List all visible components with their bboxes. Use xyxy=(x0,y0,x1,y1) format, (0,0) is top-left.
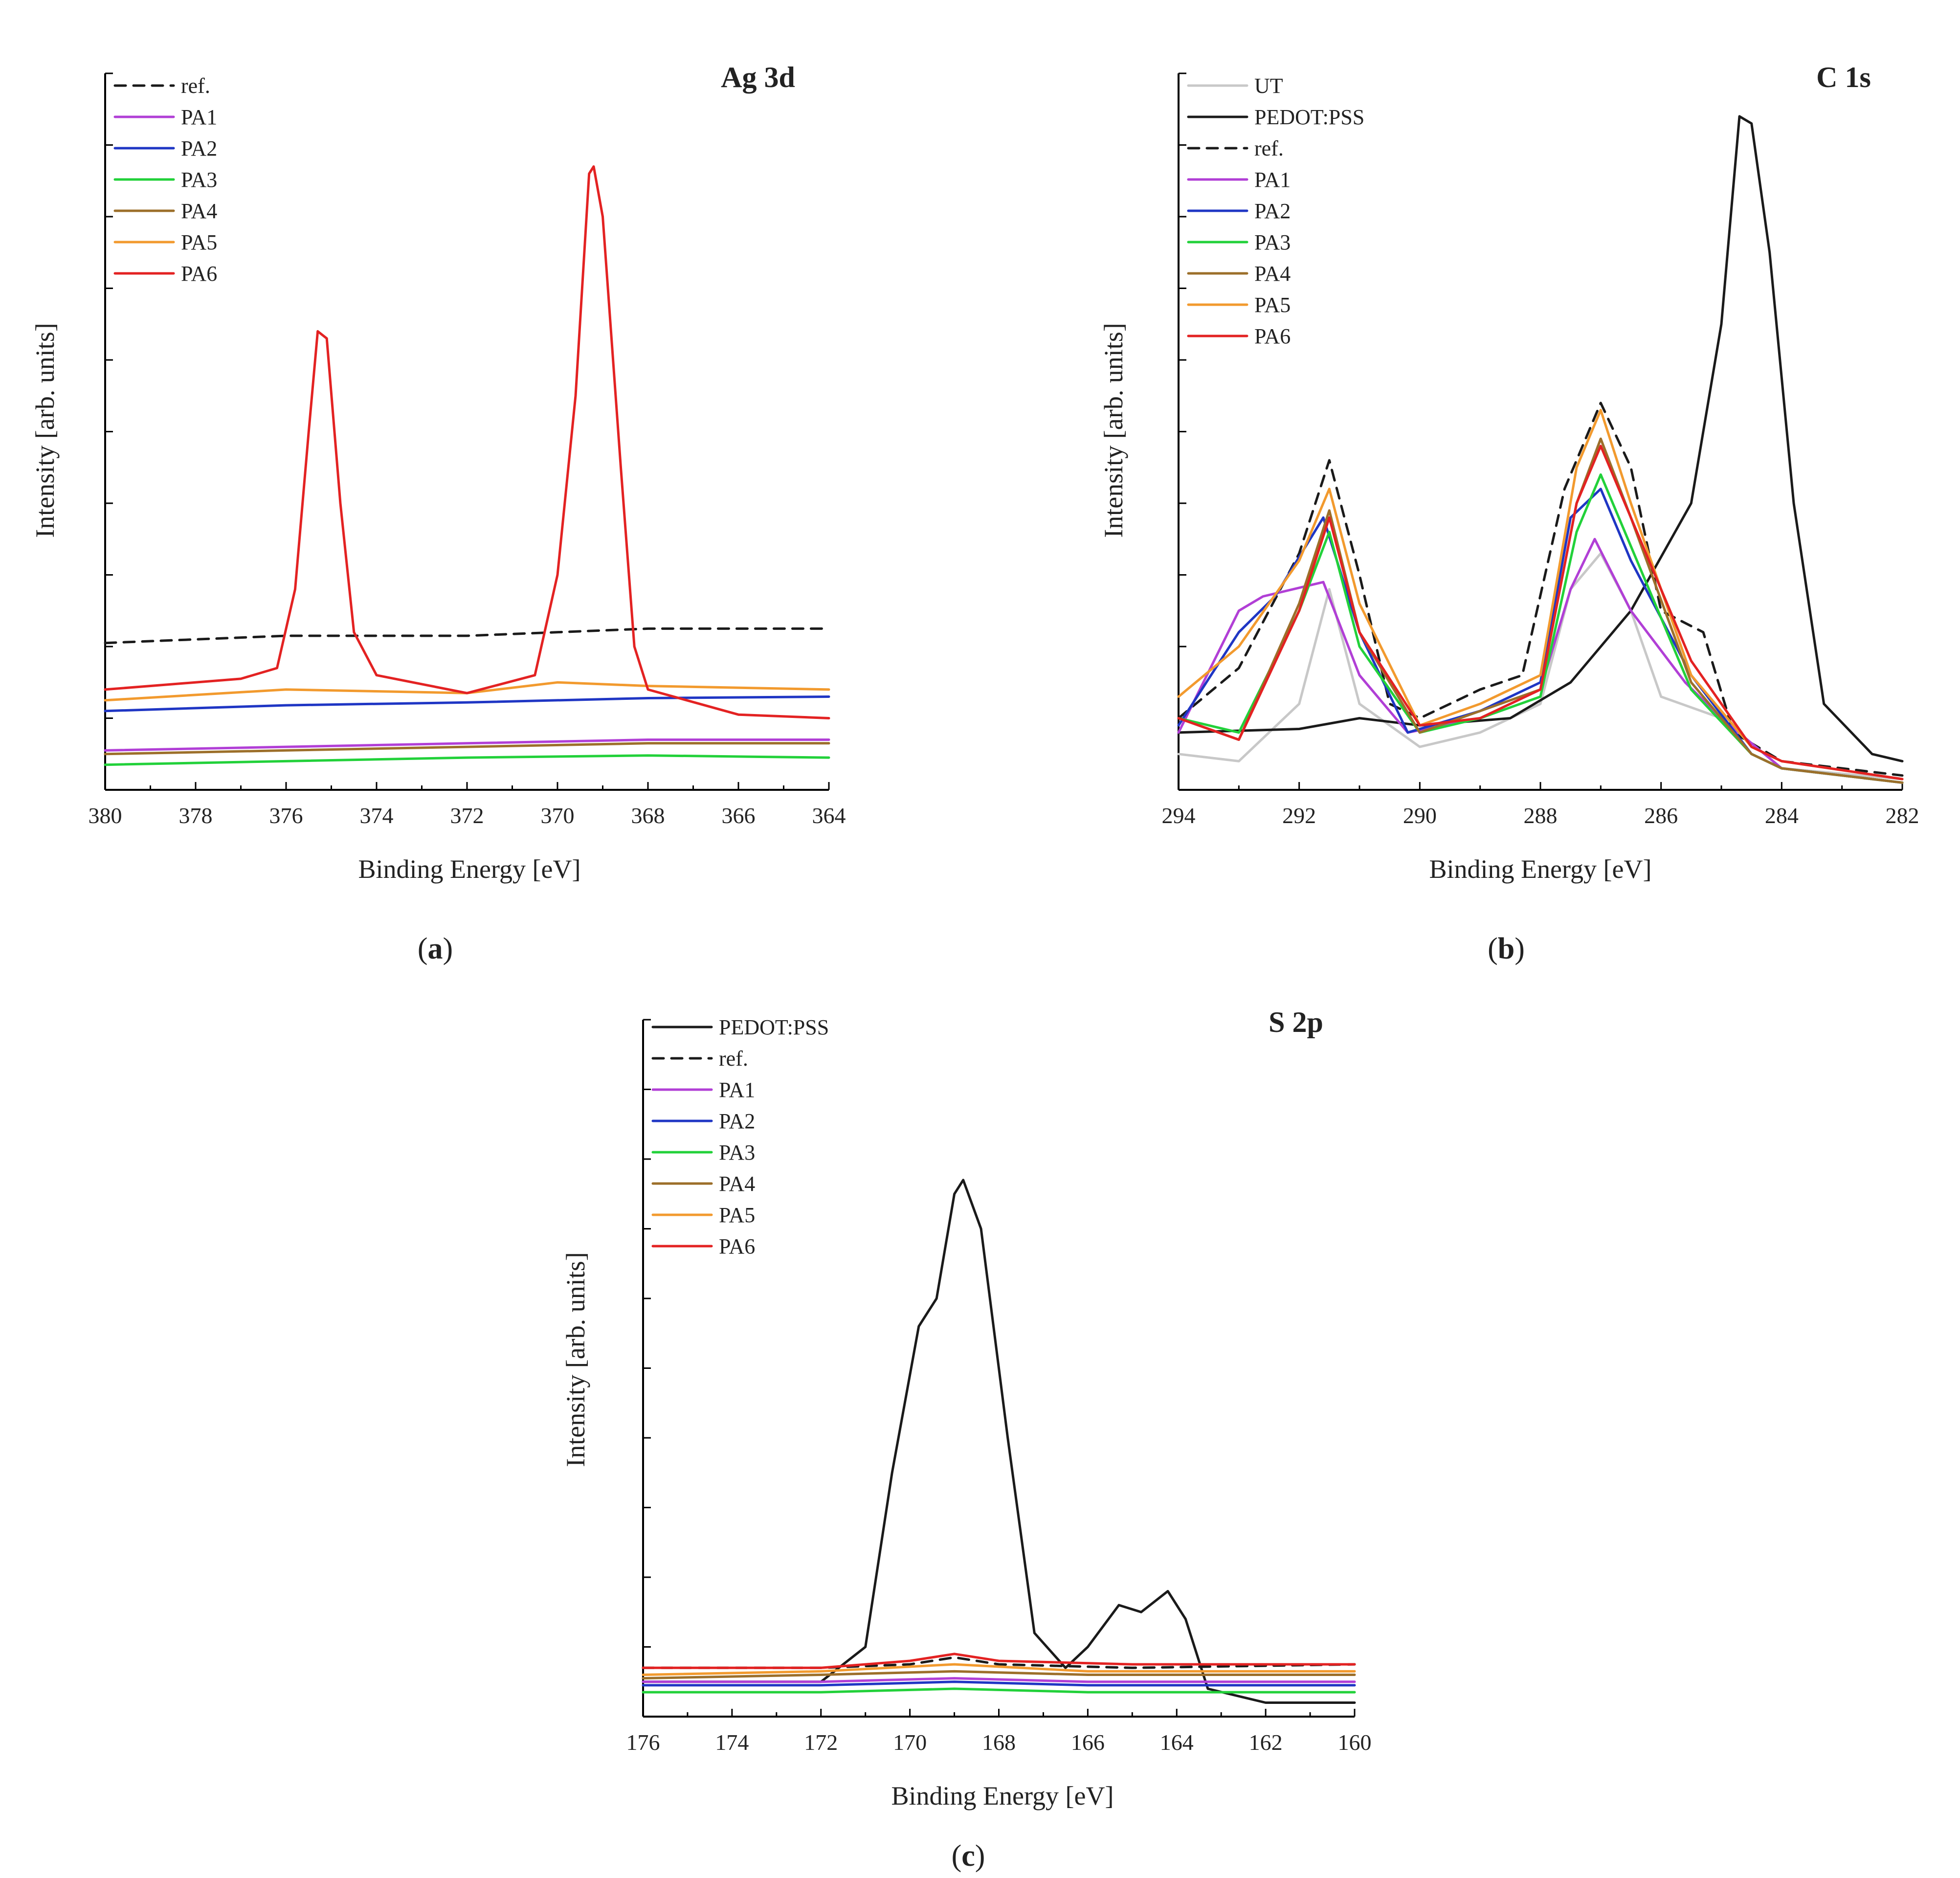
a-legend-label: PA2 xyxy=(181,136,217,160)
c-series-pa2 xyxy=(642,1680,1356,1687)
panel-c-ylabel: Intensity [arb. units] xyxy=(561,1252,590,1467)
a-series-pa2 xyxy=(104,695,830,713)
a-series-ref- xyxy=(104,627,830,645)
panel-b: 294 292 290 288 286 284 282 C 1s Binding Energ… xyxy=(1099,61,1919,965)
c-x-tick-label: 160 xyxy=(1338,1730,1372,1755)
c-legend-label: PA3 xyxy=(719,1140,755,1164)
c-series-pedot-pss xyxy=(642,1179,1356,1704)
b-legend-label: PA6 xyxy=(1254,324,1291,348)
a-x-tick-label: 374 xyxy=(360,803,394,828)
a-series-pa3 xyxy=(104,754,830,766)
panel-a-legend: ref. PA1 PA2 PA3 PA4 PA5 PA6 xyxy=(113,74,217,286)
c-x-tick-label: 174 xyxy=(715,1730,749,1755)
panel-c-xlabel: Binding Energy [eV] xyxy=(891,1781,1114,1811)
c-x-tick-label: 166 xyxy=(1071,1730,1105,1755)
c-series-pa1 xyxy=(642,1677,1356,1683)
panel-b-ylabel: Intensity [arb. units] xyxy=(1099,323,1128,537)
panel-c: 176 174 172 170 168 166 164 162 160 S 2p Binding… xyxy=(561,1006,1372,1873)
panel-a-ylabel: Intensity [arb. units] xyxy=(30,323,60,537)
c-x-tick-label: 168 xyxy=(982,1730,1016,1755)
panel-a-caption-letter: a xyxy=(428,932,443,965)
a-x-tick-label: 378 xyxy=(179,803,213,828)
c-series-pa4 xyxy=(642,1670,1356,1680)
c-legend-label: PA6 xyxy=(719,1234,755,1258)
b-legend-label: ref. xyxy=(1254,136,1284,160)
b-series-pa6 xyxy=(1177,445,1904,781)
panel-a: 380 378 376 374 372 370 368 366 364 Ag 3d Bindin… xyxy=(30,61,846,965)
panel-a-plot-area: 380 378 376 374 372 370 368 366 364 xyxy=(89,72,846,828)
b-x-tick-label: 294 xyxy=(1162,803,1196,828)
b-series-pedot-pss xyxy=(1177,115,1904,762)
panel-b-caption: (b) xyxy=(1488,932,1525,965)
a-x-tick-label: 370 xyxy=(541,803,575,828)
b-legend-label: UT xyxy=(1254,74,1283,98)
c-legend-label: PA5 xyxy=(719,1203,755,1227)
panel-b-legend: UT PEDOT:PSS ref. PA1 PA2 PA3 PA4 PA5 PA6 xyxy=(1187,74,1364,348)
c-series-pa5 xyxy=(642,1663,1356,1676)
panel-a-caption: (a) xyxy=(418,932,453,965)
a-x-tick-label: 364 xyxy=(812,803,846,828)
b-series-pa4 xyxy=(1177,437,1904,784)
panel-a-title: Ag 3d xyxy=(721,61,795,93)
panel-c-caption-letter: c xyxy=(961,1839,975,1873)
a-legend-label: PA4 xyxy=(181,199,217,223)
a-series-pa1 xyxy=(104,738,830,752)
a-legend-label: PA3 xyxy=(181,168,217,192)
b-legend-label: PA2 xyxy=(1254,199,1291,223)
panel-c-caption: (c) xyxy=(952,1839,985,1873)
b-x-tick-label: 288 xyxy=(1524,803,1558,828)
panel-c-legend: PEDOT:PSS ref. PA1 PA2 PA3 PA4 PA5 PA6 xyxy=(651,1015,829,1258)
b-legend-label: PA5 xyxy=(1254,293,1291,317)
c-series-pa3 xyxy=(642,1687,1356,1694)
b-x-tick-label: 284 xyxy=(1765,803,1799,828)
b-series-pa5 xyxy=(1177,409,1904,781)
b-x-tick-label: 290 xyxy=(1403,803,1437,828)
a-legend-label: ref. xyxy=(181,74,210,98)
c-x-tick-label: 176 xyxy=(626,1730,660,1755)
c-legend-label: PA4 xyxy=(719,1172,755,1196)
a-legend-label: PA1 xyxy=(181,105,217,129)
b-legend-label: PEDOT:PSS xyxy=(1254,105,1364,129)
c-legend-label: PA2 xyxy=(719,1109,755,1133)
b-series-pa3 xyxy=(1177,473,1904,784)
panel-a-xlabel: Binding Energy [eV] xyxy=(358,854,581,884)
c-x-tick-label: 170 xyxy=(893,1730,927,1755)
b-legend-label: PA4 xyxy=(1254,262,1291,286)
panel-b-xlabel: Binding Energy [eV] xyxy=(1429,854,1652,884)
a-series-pa5 xyxy=(104,681,830,702)
panel-b-plot-area: 294 292 290 288 286 284 282 xyxy=(1162,72,1919,828)
b-x-tick-label: 292 xyxy=(1282,803,1316,828)
a-x-tick-label: 380 xyxy=(89,803,122,828)
b-legend-label: PA3 xyxy=(1254,230,1291,254)
c-legend-label: PA1 xyxy=(719,1078,755,1102)
a-legend-label: PA5 xyxy=(181,230,217,254)
a-x-tick-label: 368 xyxy=(631,803,665,828)
c-legend-label: ref. xyxy=(719,1047,748,1071)
c-x-tick-label: 162 xyxy=(1249,1730,1283,1755)
panel-c-plot-area: 176 174 172 170 168 166 164 162 160 xyxy=(626,1019,1372,1755)
c-x-tick-label: 172 xyxy=(804,1730,838,1755)
b-series-ut xyxy=(1177,552,1904,781)
a-series-pa6 xyxy=(104,165,830,719)
a-series-pa4 xyxy=(104,742,830,756)
a-legend-label: PA6 xyxy=(181,262,217,286)
a-x-tick-label: 366 xyxy=(722,803,756,828)
b-x-tick-label: 286 xyxy=(1644,803,1678,828)
c-legend-label: PEDOT:PSS xyxy=(719,1015,829,1039)
panel-b-title: C 1s xyxy=(1816,61,1871,93)
panel-b-caption-letter: b xyxy=(1498,932,1515,965)
panel-c-title: S 2p xyxy=(1269,1006,1323,1038)
a-x-tick-label: 376 xyxy=(269,803,303,828)
a-x-tick-label: 372 xyxy=(450,803,484,828)
b-series-ref- xyxy=(1177,402,1904,777)
c-x-tick-label: 164 xyxy=(1160,1730,1194,1755)
b-x-tick-label: 282 xyxy=(1886,803,1919,828)
b-legend-label: PA1 xyxy=(1254,168,1291,192)
c-series-pa6 xyxy=(642,1653,1356,1669)
